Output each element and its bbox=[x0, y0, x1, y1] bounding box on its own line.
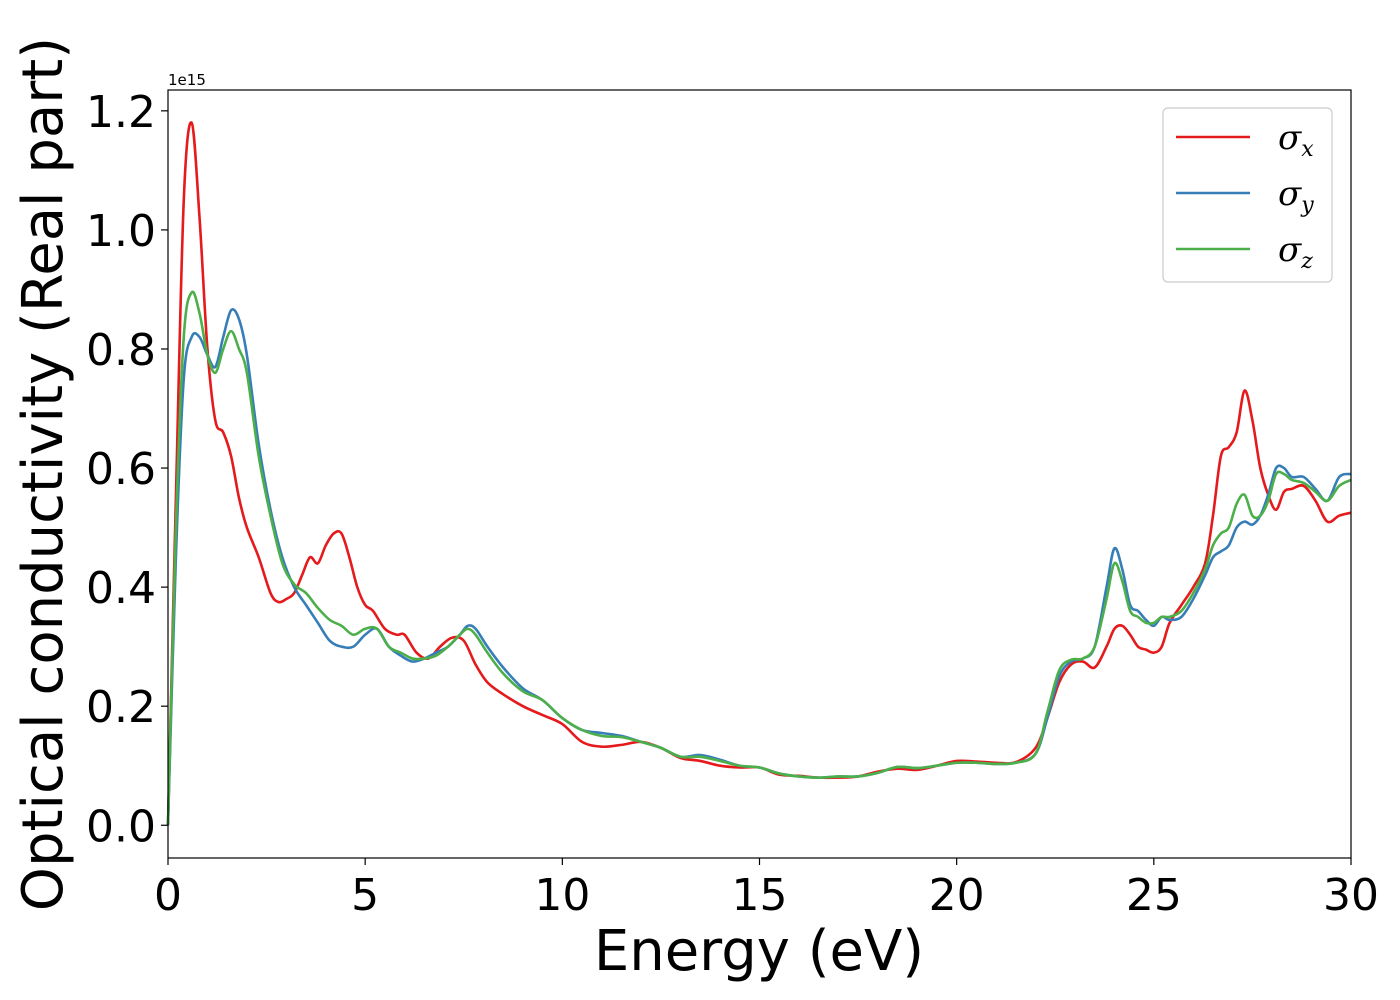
x-tick-label: 25 bbox=[1126, 870, 1182, 921]
legend-label-x: σx bbox=[1278, 118, 1314, 162]
legend-entries: σx σy σz bbox=[1176, 118, 1314, 274]
x-tick-label: 15 bbox=[732, 870, 788, 921]
x-tick-label: 20 bbox=[929, 870, 985, 921]
legend-box bbox=[1162, 107, 1333, 283]
y-tick-label: 1.2 bbox=[86, 87, 156, 138]
y-tick-label: 0.8 bbox=[86, 325, 156, 376]
y-tick-label: 0.4 bbox=[86, 563, 156, 614]
y-tick-label: 1.0 bbox=[86, 206, 156, 257]
x-tick-label: 10 bbox=[534, 870, 590, 921]
y-axis-title: Optical conductivity (Real part) bbox=[11, 37, 76, 911]
y-tick-label: 0.0 bbox=[86, 801, 156, 852]
y-tick-label: 0.6 bbox=[86, 444, 156, 495]
series-layer bbox=[166, 121, 1352, 826]
legend: σx σy σz bbox=[1162, 107, 1333, 283]
x-tick-label: 0 bbox=[154, 870, 182, 921]
legend-label-y: σy bbox=[1278, 174, 1314, 218]
x-axis-title: Energy (eV) bbox=[594, 919, 924, 984]
x-axis-ticks: 0 5 10 15 20 25 30 bbox=[154, 858, 1379, 921]
y-tick-label: 0.2 bbox=[86, 682, 156, 733]
legend-label-z: σz bbox=[1278, 230, 1313, 274]
series-line-x bbox=[166, 121, 1352, 826]
y-axis-ticks: 0.0 0.2 0.4 0.6 0.8 1.0 1.2 bbox=[86, 87, 168, 852]
series-line-z bbox=[166, 290, 1352, 826]
x-tick-label: 30 bbox=[1323, 870, 1379, 921]
x-tick-label: 5 bbox=[351, 870, 379, 921]
y-offset-label: 1e15 bbox=[168, 71, 206, 89]
